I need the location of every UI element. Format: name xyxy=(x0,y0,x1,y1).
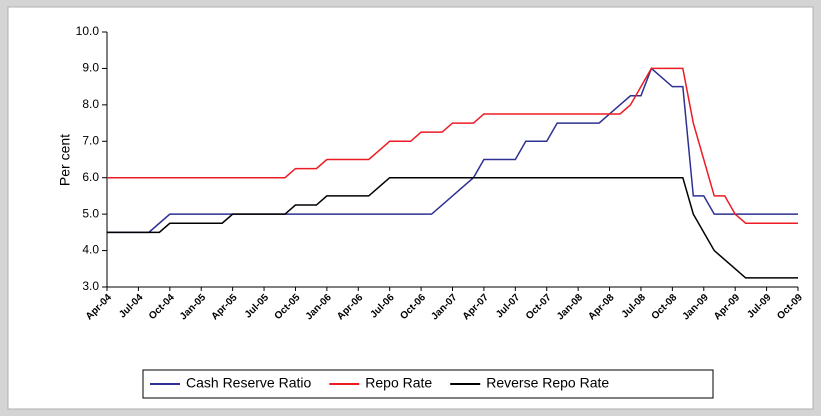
legend-label: Repo Rate xyxy=(365,375,432,391)
y-tick-label: 9.0 xyxy=(82,61,99,75)
series-line xyxy=(107,176,798,279)
series-line xyxy=(107,67,798,234)
panel xyxy=(7,6,814,410)
series-line xyxy=(107,67,798,224)
y-tick-label: 4.0 xyxy=(82,243,99,257)
y-tick-label: 8.0 xyxy=(82,97,99,111)
y-tick-label: 7.0 xyxy=(82,133,99,147)
y-tick-label: 3.0 xyxy=(82,279,99,293)
y-tick-label: 6.0 xyxy=(82,170,99,184)
legend-label: Cash Reserve Ratio xyxy=(186,375,311,391)
y-tick-label: 5.0 xyxy=(82,206,99,220)
y-tick-label: 10.0 xyxy=(76,24,100,38)
legend xyxy=(142,369,714,399)
y-axis-label: Per cent xyxy=(57,134,73,186)
legend-label: Reverse Repo Rate xyxy=(486,375,609,391)
